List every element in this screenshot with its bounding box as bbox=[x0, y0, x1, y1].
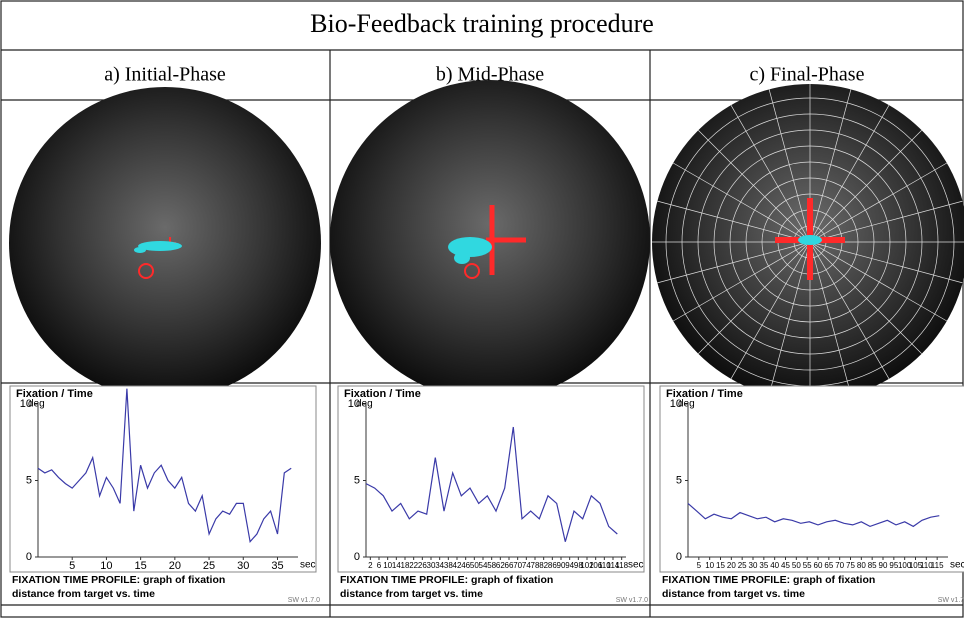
y-tick-label: 0 bbox=[354, 551, 360, 563]
caption: FIXATION TIME PROFILE: graph of fixation bbox=[12, 574, 225, 586]
panel-header: a) Initial-Phase bbox=[104, 64, 226, 86]
caption: distance from target vs. time bbox=[12, 588, 155, 600]
figure: Bio-Feedback training procedure a) Initi… bbox=[0, 0, 964, 618]
x-tick-label: 10 bbox=[100, 560, 112, 572]
caption: FIXATION TIME PROFILE: graph of fixation bbox=[662, 574, 875, 586]
y-tick-label: 5 bbox=[354, 474, 360, 486]
y-tick-label: 0 bbox=[676, 551, 682, 563]
y-tick-label: 0 bbox=[26, 551, 32, 563]
x-tick-label: 65 bbox=[824, 561, 833, 570]
plot-frame bbox=[338, 386, 644, 572]
y-tick-label: 10 bbox=[20, 398, 32, 410]
y-tick-label: 10 bbox=[348, 398, 360, 410]
fundus-images bbox=[6, 80, 964, 400]
caption: distance from target vs. time bbox=[662, 588, 805, 600]
x-tick-label: 6 bbox=[377, 561, 382, 570]
x-tick-label: 15 bbox=[135, 560, 147, 572]
x-tick-label: 70 bbox=[835, 561, 844, 570]
y-tick-label: 10 bbox=[670, 398, 682, 410]
x-tick-label: 35 bbox=[759, 561, 768, 570]
x-tick-label: 5 bbox=[697, 561, 702, 570]
x-tick-label: 115 bbox=[931, 561, 944, 570]
x-tick-label: 55 bbox=[803, 561, 812, 570]
y-tick-label: 5 bbox=[676, 474, 682, 486]
plot-frame bbox=[660, 386, 964, 572]
x-tick-label: 35 bbox=[271, 560, 283, 572]
x-tick-label: 75 bbox=[846, 561, 855, 570]
x-tick-label: 118 bbox=[615, 561, 628, 570]
x-tick-label: 25 bbox=[203, 560, 215, 572]
caption: distance from target vs. time bbox=[340, 588, 483, 600]
figure-title: Bio-Feedback training procedure bbox=[310, 9, 654, 38]
x-tick-label: 80 bbox=[857, 561, 866, 570]
plot-frame bbox=[10, 386, 316, 572]
x-axis-label: sec bbox=[950, 560, 964, 571]
x-tick-label: 2 bbox=[368, 561, 373, 570]
x-tick-label: 50 bbox=[792, 561, 801, 570]
version: SW v1.7.0 bbox=[938, 597, 964, 604]
x-tick-label: 20 bbox=[169, 560, 181, 572]
version: SW v1.7.0 bbox=[288, 597, 320, 604]
x-tick-label: 10 bbox=[705, 561, 714, 570]
x-tick-label: 85 bbox=[868, 561, 877, 570]
x-axis-label: sec bbox=[300, 560, 316, 571]
x-tick-label: 15 bbox=[716, 561, 725, 570]
x-tick-label: 30 bbox=[749, 561, 758, 570]
x-tick-label: 90 bbox=[879, 561, 888, 570]
x-tick-label: 40 bbox=[770, 561, 779, 570]
caption: FIXATION TIME PROFILE: graph of fixation bbox=[340, 574, 553, 586]
version: SW v1.7.0 bbox=[616, 597, 648, 604]
x-axis-label: sec bbox=[628, 560, 644, 571]
x-tick-label: 20 bbox=[727, 561, 736, 570]
x-tick-label: 60 bbox=[814, 561, 823, 570]
x-tick-label: 5 bbox=[69, 560, 75, 572]
x-tick-label: 45 bbox=[781, 561, 790, 570]
y-tick-label: 5 bbox=[26, 474, 32, 486]
x-tick-label: 25 bbox=[738, 561, 747, 570]
panel-header: c) Final-Phase bbox=[750, 64, 865, 86]
x-tick-label: 30 bbox=[237, 560, 249, 572]
